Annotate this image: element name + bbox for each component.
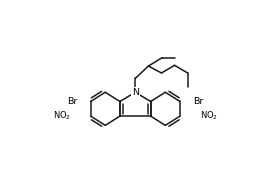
Text: Br: Br bbox=[67, 97, 78, 106]
Text: NO$_2$: NO$_2$ bbox=[53, 110, 70, 122]
Text: Br: Br bbox=[193, 97, 204, 106]
Text: NO$_2$: NO$_2$ bbox=[200, 110, 218, 122]
Text: N: N bbox=[132, 88, 139, 97]
